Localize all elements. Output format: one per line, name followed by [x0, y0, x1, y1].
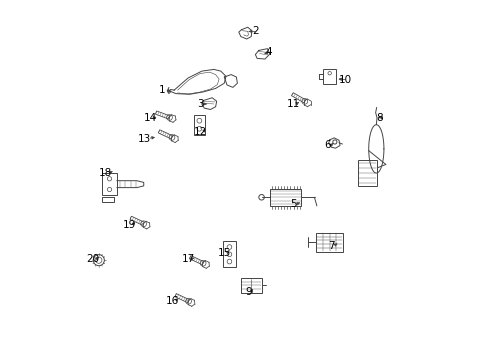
Text: 3: 3 — [197, 99, 203, 109]
Text: 18: 18 — [98, 168, 112, 178]
Text: 6: 6 — [325, 140, 331, 150]
Text: 20: 20 — [86, 255, 99, 265]
Text: 17: 17 — [181, 255, 195, 265]
Text: 5: 5 — [290, 199, 297, 209]
Text: 14: 14 — [144, 113, 157, 123]
Text: 10: 10 — [339, 75, 352, 85]
Text: 1: 1 — [159, 85, 165, 95]
Text: 8: 8 — [376, 113, 383, 123]
Text: 19: 19 — [122, 220, 136, 230]
Text: 11: 11 — [287, 99, 300, 109]
Text: 13: 13 — [138, 134, 151, 144]
Text: 7: 7 — [328, 241, 335, 251]
Text: 12: 12 — [194, 127, 207, 136]
Text: 16: 16 — [166, 296, 179, 306]
Text: 2: 2 — [252, 26, 259, 36]
Text: 15: 15 — [218, 248, 231, 257]
Text: 4: 4 — [266, 47, 272, 57]
Text: 9: 9 — [245, 287, 252, 297]
